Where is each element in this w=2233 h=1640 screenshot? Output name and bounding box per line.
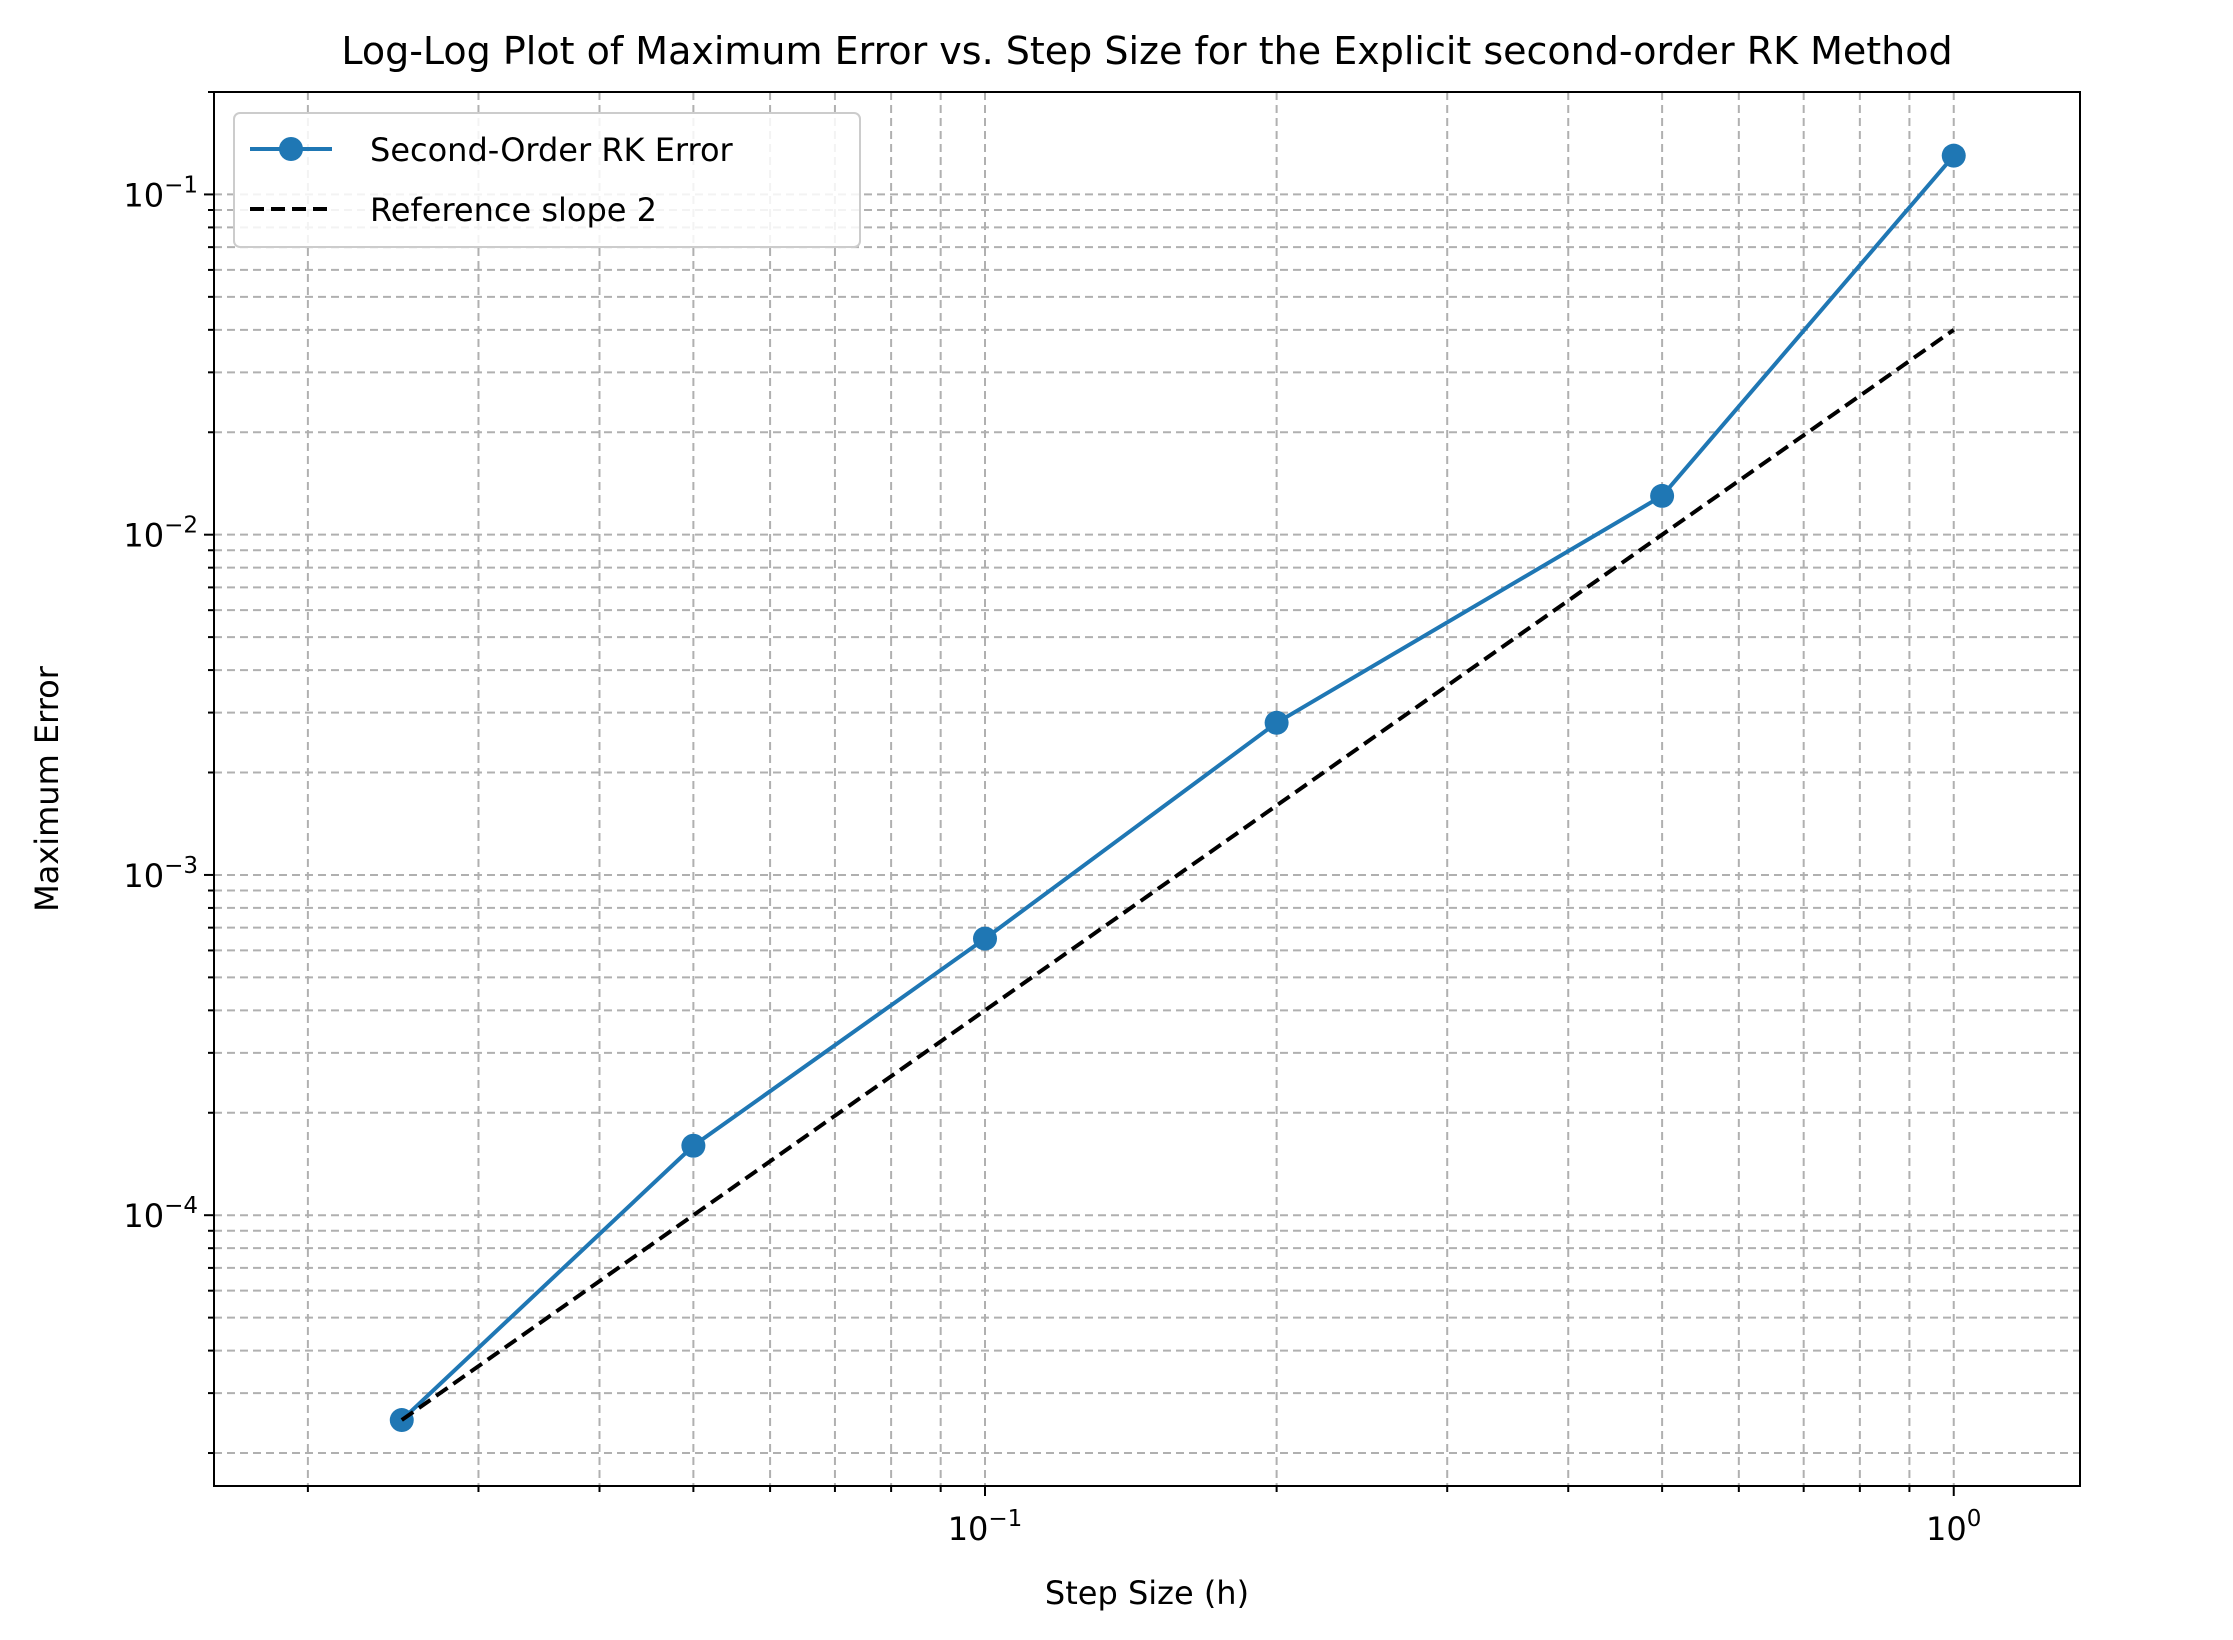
legend-label-reference: Reference slope 2: [370, 191, 657, 229]
x-axis-label: Step Size (h): [1045, 1574, 1249, 1612]
y-tick-label: 10−1: [123, 172, 198, 214]
reference-slope-line: [400, 328, 1955, 1422]
rk-error-data-point: [973, 926, 998, 951]
y-tick-label: 10−4: [123, 1193, 198, 1235]
legend-box: [233, 112, 861, 248]
rk-error-series-line: [400, 154, 1956, 1422]
legend-label-rk-error: Second-Order RK Error: [370, 131, 734, 169]
grid: [214, 91, 2080, 1486]
rk-error-data-point: [1941, 143, 1966, 168]
series-layer: [389, 143, 1966, 1433]
legend-swatch-rk-error-marker: [279, 137, 303, 161]
y-tick-label: 10−3: [123, 853, 198, 895]
rk-error-data-point: [1264, 710, 1289, 735]
ticks: 10−1 100 10−4 10−3 10−2 10−1: [123, 91, 1981, 1548]
legend: Second-Order RK Error Reference slope 2: [233, 112, 861, 248]
rk-error-data-point: [681, 1133, 706, 1158]
rk-error-data-point: [1650, 483, 1675, 508]
x-tick-label: 100: [1926, 1506, 1981, 1548]
plot-frame: [213, 91, 2081, 1487]
chart-title: Log-Log Plot of Maximum Error vs. Step S…: [341, 29, 1952, 73]
y-tick-label: 10−2: [123, 513, 198, 555]
x-tick-label: 10−1: [948, 1506, 1023, 1548]
y-axis-label: Maximum Error: [28, 665, 66, 912]
